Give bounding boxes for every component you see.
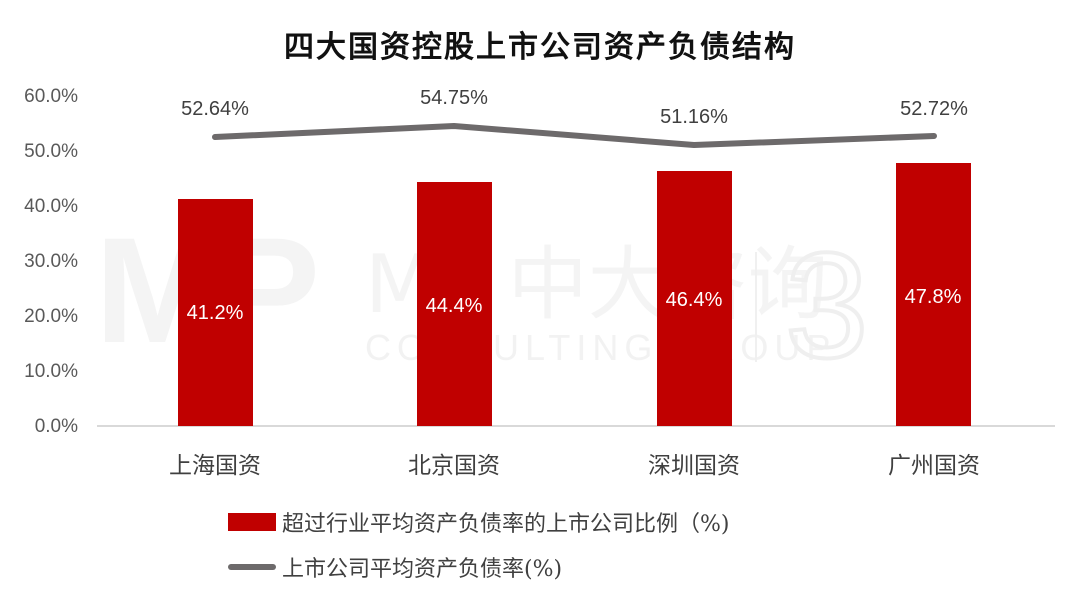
y-tick-10: 10.0% [24,361,78,382]
line-label-guangzhou: 52.72% [900,98,968,120]
x-label-shenzhen: 深圳国资 [648,453,740,479]
x-label-beijing: 北京国资 [408,453,500,479]
bar-shanghai [178,199,253,426]
legend-line-swatch-icon [228,564,276,570]
line-label-shenzhen: 51.16% [660,106,728,128]
bar-label-beijing: 44.4% [425,295,483,317]
bar-label-shanghai: 41.2% [186,302,244,324]
legend-item-bar: 超过行业平均资产负债率的上市公司比例（%) [228,506,730,538]
line-label-beijing: 54.75% [420,87,488,109]
y-tick-20: 20.0% [24,306,78,327]
chart-title: 四大国资控股上市公司资产负债结构 [284,30,796,65]
bar-beijing [417,182,492,426]
y-tick-0: 0.0% [34,416,78,437]
line-label-shanghai: 52.64% [181,98,249,120]
y-tick-50: 50.0% [24,141,78,162]
legend-item-line: 上市公司平均资产负债率(%) [228,551,562,583]
x-label-shanghai: 上海国资 [169,453,261,479]
y-tick-40: 40.0% [24,196,78,217]
bar-shenzhen [657,171,732,426]
x-axis-line [97,425,1055,427]
bar-guangzhou [896,163,971,426]
x-label-guangzhou: 广州国资 [888,453,980,479]
legend-bar-label: 超过行业平均资产负债率的上市公司比例（%) [282,512,730,537]
legend-bar-swatch-icon [228,513,276,531]
bar-label-guangzhou: 47.8% [904,286,962,308]
y-tick-30: 30.0% [24,251,78,272]
y-tick-60: 60.0% [24,86,78,107]
legend-line-label: 上市公司平均资产负债率(%) [282,557,563,582]
bar-label-shenzhen: 46.4% [665,289,723,311]
